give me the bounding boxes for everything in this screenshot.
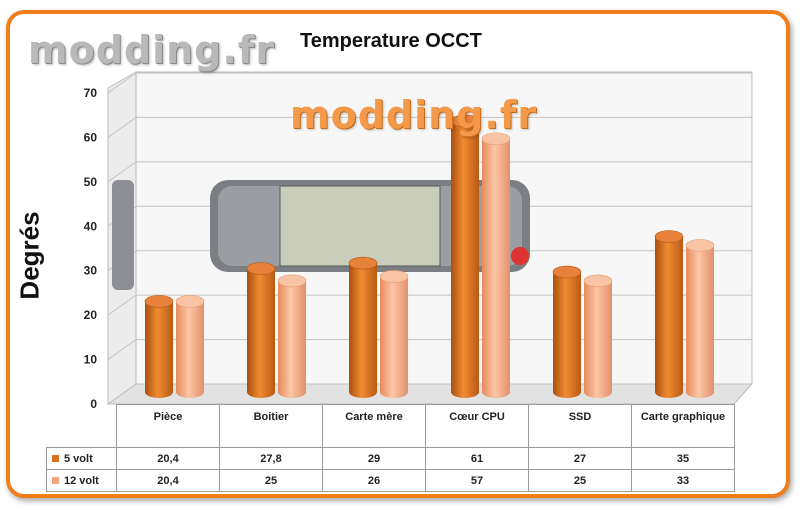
y-tick-label: 10 <box>84 353 98 367</box>
legend-label: 5 volt <box>64 452 93 465</box>
chart-title: Temperature OCCT <box>300 30 482 52</box>
table-corner <box>47 405 117 448</box>
category-label: Cœur CPU <box>425 404 529 448</box>
bar <box>175 295 205 398</box>
category-label: Pièce <box>116 404 220 448</box>
bar <box>144 295 174 398</box>
data-label: 20,4 <box>116 469 220 492</box>
multimeter-image <box>112 180 530 290</box>
gridline <box>107 161 752 183</box>
data-label: 25 <box>219 469 323 492</box>
bar <box>654 230 684 398</box>
y-tick-label: 70 <box>84 86 98 100</box>
gridline <box>107 72 752 94</box>
bars <box>144 114 715 398</box>
data-label: 25 <box>528 469 632 492</box>
bar <box>348 256 378 398</box>
data-label: 57 <box>425 469 529 492</box>
data-label: 27 <box>528 447 632 470</box>
bar <box>481 132 511 398</box>
y-tick-label: 40 <box>84 219 98 233</box>
category-label: Carte graphique <box>631 404 735 448</box>
legend-swatch <box>52 455 59 463</box>
bar <box>552 265 582 398</box>
y-tick-label: 20 <box>84 308 98 322</box>
series-row-5volt: 5 volt 20,4 27,8 29 61 27 35 <box>46 447 735 470</box>
watermark-logo-center: modding.fr <box>290 93 538 137</box>
gridline <box>107 383 752 405</box>
bar <box>450 114 480 398</box>
data-label: 29 <box>322 447 426 470</box>
bar <box>379 270 409 398</box>
data-label: 20,4 <box>116 447 220 470</box>
series-row-12volt: 12 volt 20,4 25 26 57 25 33 <box>46 469 735 492</box>
y-axis-label: Degrés <box>14 211 45 300</box>
bar <box>277 274 307 398</box>
data-table: Pièce Boitier Carte mère Cœur CPU SSD Ca… <box>46 404 735 492</box>
bar <box>583 274 613 398</box>
y-tick-label: 60 <box>84 130 98 144</box>
category-label: Carte mère <box>322 404 426 448</box>
y-tick-label: 0 <box>90 397 97 411</box>
legend-swatch <box>52 477 59 485</box>
gridline <box>107 294 752 316</box>
category-row: Pièce Boitier Carte mère Cœur CPU SSD Ca… <box>47 404 735 448</box>
bar <box>246 262 276 398</box>
gridline <box>107 116 752 138</box>
data-label: 35 <box>631 447 735 470</box>
y-axis: 0 10 20 30 40 50 60 70 <box>84 86 98 411</box>
data-label: 61 <box>425 447 529 470</box>
category-label: SSD <box>528 404 632 448</box>
category-label: Boitier <box>219 404 323 448</box>
data-label: 27,8 <box>219 447 323 470</box>
y-tick-label: 30 <box>84 264 98 278</box>
data-label: 26 <box>322 469 426 492</box>
gridline <box>107 339 752 360</box>
legend-entry-5volt: 5 volt <box>46 447 117 470</box>
legend-label: 12 volt <box>64 474 99 487</box>
watermark-logo-top: modding.fr <box>28 28 276 72</box>
data-label: 33 <box>631 469 735 492</box>
y-tick-label: 50 <box>84 175 98 189</box>
legend-entry-12volt: 12 volt <box>46 469 117 492</box>
bar <box>685 239 715 398</box>
